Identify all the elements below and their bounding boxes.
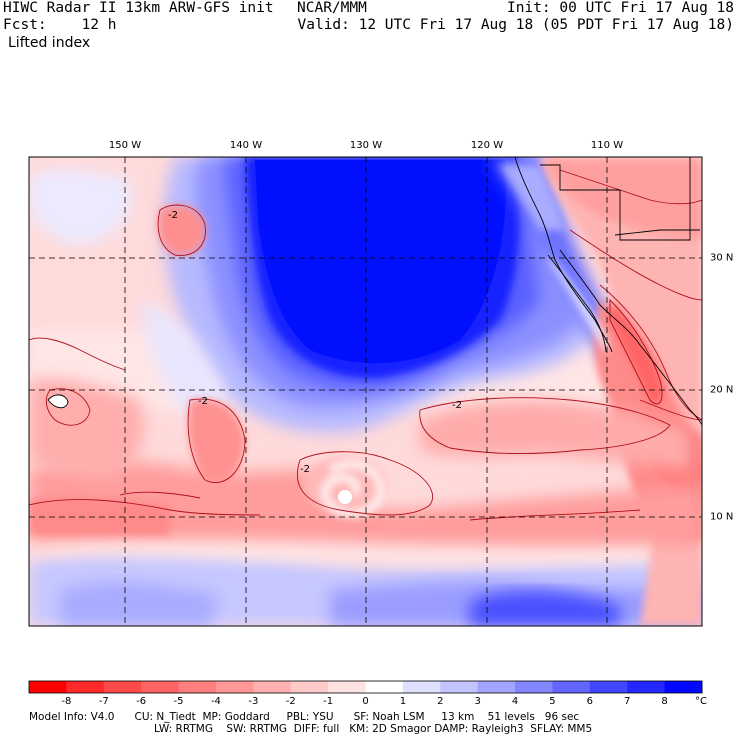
contour-lines — [29, 169, 702, 521]
contour-label: -2 — [198, 396, 208, 407]
colorbar-swatch — [664, 681, 703, 693]
colorbar-swatch — [477, 681, 516, 693]
colorbar-swatch — [253, 681, 292, 693]
colorbar-tick-label: 8 — [661, 696, 668, 707]
colorbar-swatch — [66, 681, 105, 693]
lon-label-150w: 150 W — [108, 140, 142, 151]
colorbar-tick-label: 3 — [474, 696, 481, 707]
colorbar-tick-label: 1 — [399, 696, 407, 707]
colorbar-swatch — [290, 681, 329, 693]
coastline — [47, 157, 702, 426]
colorbar-tick-label: -1 — [323, 696, 334, 707]
model-title: HIWC Radar II 13km ARW-GFS init — [3, 0, 274, 16]
colorbar-swatch — [29, 681, 67, 693]
lifted-index-field: -2 -2 -2 -2 — [29, 157, 702, 626]
lat-label-10n: 10 N — [710, 511, 734, 523]
colorbar-swatch — [589, 681, 628, 693]
colorbar-swatch — [552, 681, 591, 693]
colorbar-swatch — [103, 681, 142, 693]
colorbar-frame — [28, 680, 703, 694]
model-info-line1: Model Info: V4.0 CU: N_Tiedt MP: Goddard… — [29, 711, 580, 723]
colorbar-swatch — [627, 681, 666, 693]
contour-label-group: -2 -2 -2 -2 — [168, 210, 462, 475]
colorbar-tick-label: 4 — [511, 696, 519, 707]
colorbar-tick-label: 0 — [362, 696, 369, 707]
contour-label: -2 — [452, 400, 462, 411]
contour-label: -2 — [300, 464, 310, 475]
contour-label: -2 — [168, 210, 178, 221]
colorbar-tick-label: -2 — [285, 696, 296, 707]
lon-label-120w: 120 W — [470, 140, 504, 151]
colorbar-swatch — [440, 681, 479, 693]
forecast-value: 12 h — [81, 17, 117, 33]
forecast-label: Fcst: — [3, 17, 47, 33]
colorbar-swatch — [515, 681, 553, 693]
colorbar-tick-label: -5 — [173, 696, 184, 707]
colorbar-unit: °C — [695, 696, 707, 707]
colorbar-tick-label: -3 — [248, 696, 259, 707]
graticule — [29, 157, 702, 626]
colorbar-tick-label: -8 — [61, 696, 72, 707]
colorbar-swatch — [141, 681, 180, 693]
colorbar-tick-label: 6 — [586, 696, 594, 707]
colorbar-swatch — [328, 681, 366, 693]
colorbar — [28, 680, 703, 694]
colorbar-tick-label: 2 — [437, 696, 444, 707]
colorbar-swatch — [215, 681, 254, 693]
valid-time: Valid: 12 UTC Fri 17 Aug 18 (05 PDT Fri … — [297, 17, 735, 33]
colorbar-tick-label: 5 — [549, 696, 556, 707]
colorbar-swatch — [365, 681, 404, 693]
lon-label-130w: 130 W — [349, 140, 383, 151]
colorbar-swatch — [178, 681, 217, 693]
lon-label-140w: 140 W — [229, 140, 263, 151]
init-time: Init: 00 UTC Fri 17 Aug 18 — [507, 0, 734, 16]
forecast-hour: Fcst: 12 h — [3, 17, 117, 34]
field-name: Lifted index — [8, 35, 91, 51]
colorbar-tick-label: -7 — [98, 696, 109, 707]
lat-label-20n: 20 N — [710, 384, 734, 396]
map-frame — [28, 156, 703, 627]
model-info-line2: LW: RRTMG SW: RRTMG DIFF: full KM: 2D Sm… — [154, 723, 593, 735]
colorbar-tick-label: 7 — [624, 696, 631, 707]
colorbar-tick-label: -6 — [136, 696, 147, 707]
colorbar-tick-label: -4 — [210, 696, 221, 707]
lat-label-30n: 30 N — [710, 252, 734, 264]
colorbar-swatch — [402, 681, 441, 693]
center-label: NCAR/MMM — [297, 0, 367, 16]
lon-label-110w: 110 W — [590, 140, 624, 151]
